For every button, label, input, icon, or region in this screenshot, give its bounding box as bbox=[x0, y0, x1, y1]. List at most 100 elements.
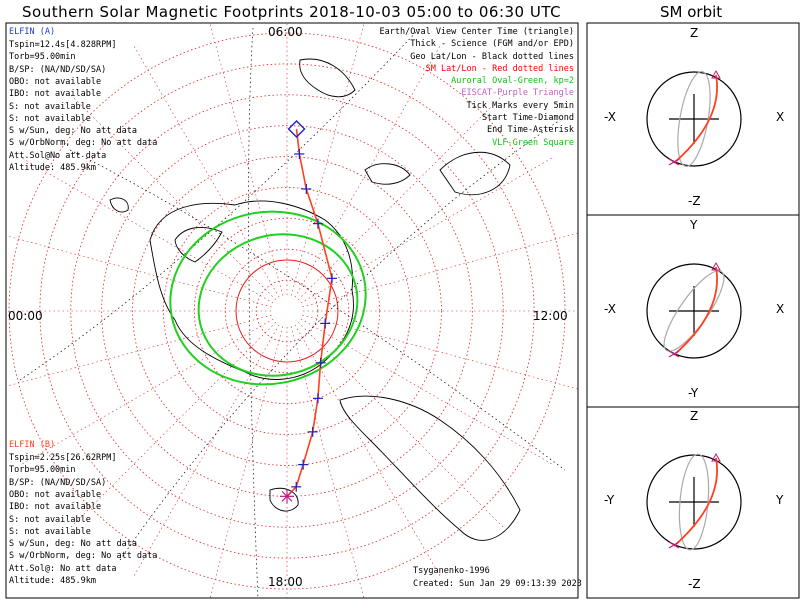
craft-b-info-line: IBO: not available bbox=[9, 502, 102, 513]
orbit-panel-title: SM orbit bbox=[660, 3, 723, 21]
earth-circle bbox=[646, 71, 742, 167]
orbit-axis-top: Z bbox=[690, 26, 699, 40]
mlt-label-right: 12:00 bbox=[533, 309, 568, 323]
legend-entry: End Time-Asterisk bbox=[487, 125, 574, 136]
sm-lon-spoke bbox=[300, 318, 552, 465]
coastline bbox=[109, 197, 129, 213]
craft-a-info-line: S: not available bbox=[9, 113, 91, 124]
orbit-segment bbox=[673, 266, 718, 356]
auroral-oval-outer bbox=[169, 210, 367, 386]
coastlines bbox=[109, 58, 521, 541]
sm-lon-spoke bbox=[300, 157, 552, 304]
orbit-axis-right: X bbox=[776, 110, 785, 124]
sm-lon-spoke bbox=[302, 232, 578, 308]
sm-lon-spoke bbox=[6, 235, 272, 308]
orbit-axis-right: Y bbox=[776, 493, 784, 507]
craft-a-info-line: Altitude: 485.9km bbox=[9, 163, 96, 173]
sm-lon-spoke bbox=[290, 24, 365, 296]
legend-entry: Start Time-Diamond bbox=[481, 113, 574, 124]
legend-entry: Earth/Oval View Center Time (triangle) bbox=[379, 27, 574, 37]
sm-lat-circle bbox=[39, 63, 535, 559]
craft-b-info-line: B/SP: (NA/ND/SD/SA) bbox=[9, 477, 107, 488]
orbit-axis-bottom: -Z bbox=[688, 194, 701, 208]
legend: Earth/Oval View Center Time (triangle) Th… bbox=[380, 26, 574, 149]
orbit-end-marker bbox=[668, 541, 680, 549]
geo-grid-line bbox=[248, 27, 259, 598]
craft-b-info-line: Tspin=2.25s[26.62RPM] bbox=[9, 453, 117, 463]
craft-b-info-line: Altitude: 485.9km bbox=[9, 576, 96, 586]
craft-a-info-line: OBO: not available bbox=[9, 76, 102, 87]
sm-lon-spoke bbox=[298, 94, 504, 300]
orbit-axis-top: Y bbox=[690, 218, 698, 232]
sm-lon-spoke bbox=[70, 322, 276, 528]
sm-lon-spoke bbox=[294, 324, 441, 576]
coastline bbox=[364, 163, 411, 185]
end-asterisk bbox=[281, 490, 293, 502]
model-label: Tsyganenko-1996 bbox=[413, 566, 490, 576]
orbit-segment bbox=[673, 457, 718, 547]
craft-a-info-line: B/SP: (NA/ND/SD/SA) bbox=[9, 64, 107, 75]
coastline bbox=[269, 487, 299, 512]
craft-a-info-line: Att.Sol@No att data bbox=[9, 150, 107, 161]
craft-b-info-line: S: not available bbox=[9, 526, 91, 537]
coastline bbox=[174, 227, 223, 263]
craft-a-info-line: Torb=95.00min bbox=[9, 52, 76, 63]
orbit-triangle-marker bbox=[711, 452, 721, 462]
orbit-axis-left: -Y bbox=[604, 493, 615, 507]
legend-entry: EISCAT-Purple Triangle bbox=[461, 88, 574, 99]
orbit-axis-bottom: -Y bbox=[688, 386, 699, 400]
sm-lon-spoke bbox=[133, 46, 280, 298]
orbit-axis-right: X bbox=[776, 302, 785, 316]
sm-lon-spoke bbox=[298, 322, 504, 528]
sm-lat-circle bbox=[70, 94, 504, 528]
sm-lon-spoke bbox=[22, 318, 274, 465]
orbit-panel-3-border bbox=[586, 406, 800, 599]
sm-lon-spoke bbox=[133, 324, 280, 576]
legend-entry: VLF-Green Square bbox=[492, 137, 574, 148]
coastline bbox=[149, 200, 354, 380]
sm-lon-spoke bbox=[290, 326, 365, 598]
created-label: Created: Sun Jan 29 09:13:39 2023 bbox=[413, 579, 582, 589]
craft-a-info-line: Tspin=12.4s[4.828RPM] bbox=[9, 40, 117, 50]
coastline bbox=[439, 151, 511, 196]
polar-panel-border bbox=[5, 22, 579, 599]
craft-a-info-line: S w/Sun, deg: No att data bbox=[9, 126, 137, 137]
earth-circle bbox=[646, 263, 742, 359]
orbit-panels bbox=[646, 69, 742, 551]
orbit-axis-left: -X bbox=[604, 110, 616, 124]
craft-b-info-line: S w/Sun, deg: No att data bbox=[9, 539, 137, 550]
chart-title: Southern Solar Magnetic Footprints 2018-… bbox=[22, 3, 562, 21]
craft-b-info-line: S w/OrbNorm, deg: No att data bbox=[9, 551, 158, 562]
coastline bbox=[339, 395, 521, 541]
craft-a-info-line: S: not available bbox=[9, 101, 91, 112]
craft-a-name: ELFIN (A) bbox=[9, 27, 56, 37]
sm-lon-spoke bbox=[302, 314, 578, 390]
geo-grid-line bbox=[119, 119, 561, 561]
orbit-end-marker bbox=[668, 158, 680, 166]
orbit-triangle-marker bbox=[711, 69, 721, 79]
start-diamond bbox=[287, 120, 306, 138]
coastline bbox=[299, 58, 356, 98]
craft-b-info-line: Att.Sol@: No att data bbox=[9, 563, 117, 574]
sm-lon-spoke bbox=[209, 326, 284, 598]
orbit-end-marker bbox=[668, 350, 680, 358]
orbit-segment bbox=[673, 74, 718, 164]
sm-lon-spoke bbox=[22, 157, 274, 304]
sm-lon-spoke bbox=[209, 24, 284, 296]
craft-b-info-line: S: not available bbox=[9, 514, 91, 525]
craft-a-info-line: S w/OrbNorm, deg: No att data bbox=[9, 138, 158, 149]
legend-entry: Geo Lat/Lon - Black dotted lines bbox=[410, 51, 574, 62]
orbit-axis-left: -X bbox=[604, 302, 616, 316]
legend-entry: SM Lat/Lon - Red dotted lines bbox=[425, 63, 574, 74]
mlt-label-left: 00:00 bbox=[8, 309, 43, 323]
polar-map bbox=[6, 24, 578, 598]
mlt-label-bottom: 18:00 bbox=[268, 575, 303, 589]
sm-inner-solid-circle bbox=[235, 259, 339, 363]
sm-lat-circle bbox=[101, 125, 473, 497]
auroral-oval-inner bbox=[197, 233, 359, 377]
craft-b-name: ELFIN (B) bbox=[9, 440, 56, 450]
sm-lon-spoke bbox=[294, 46, 441, 298]
sm-lat-circle bbox=[163, 187, 411, 435]
legend-entry: Thick - Science (FGM and/or EPD) bbox=[410, 39, 574, 50]
